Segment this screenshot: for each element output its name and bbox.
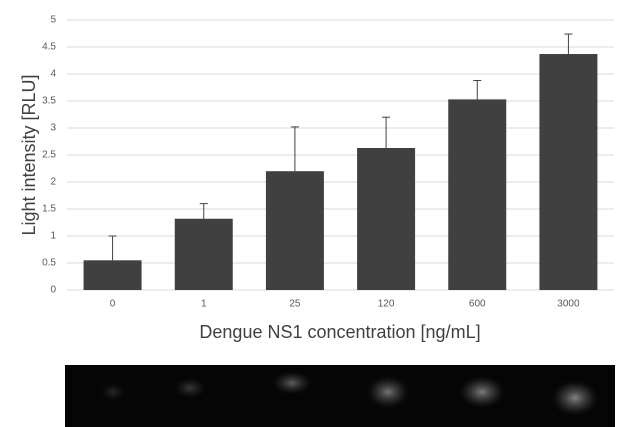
y-tick-label: 3 bbox=[50, 123, 56, 134]
bar bbox=[539, 54, 597, 290]
y-tick-label: 4.5 bbox=[42, 42, 56, 53]
bar bbox=[357, 148, 415, 290]
bar bbox=[84, 260, 142, 290]
y-tick-label: 0 bbox=[50, 285, 56, 296]
x-tick-label: 0 bbox=[110, 299, 116, 310]
bar bbox=[448, 99, 506, 290]
x-axis-title: Dengue NS1 concentration [ng/mL] bbox=[199, 322, 480, 342]
photo-strip bbox=[65, 365, 615, 427]
x-tick-label: 1 bbox=[201, 299, 207, 310]
y-tick-label: 0.5 bbox=[42, 258, 56, 269]
x-tick-label: 600 bbox=[469, 299, 486, 310]
y-tick-label: 2.5 bbox=[42, 150, 56, 161]
x-tick-label: 3000 bbox=[557, 299, 580, 310]
y-tick-label: 4 bbox=[50, 69, 56, 80]
y-tick-label: 5 bbox=[50, 15, 56, 26]
x-tick-label: 120 bbox=[378, 299, 395, 310]
bar bbox=[175, 219, 233, 290]
chart: Light intensity [RLU] Dengue NS1 concent… bbox=[0, 0, 618, 427]
y-axis-title: Light intensity [RLU] bbox=[19, 74, 39, 235]
y-tick-label: 1 bbox=[50, 231, 56, 242]
y-tick-label: 1.5 bbox=[42, 204, 56, 215]
x-tick-label: 25 bbox=[289, 299, 301, 310]
y-tick-label: 2 bbox=[50, 177, 56, 188]
y-tick-label: 3.5 bbox=[42, 96, 56, 107]
bar bbox=[266, 171, 324, 290]
